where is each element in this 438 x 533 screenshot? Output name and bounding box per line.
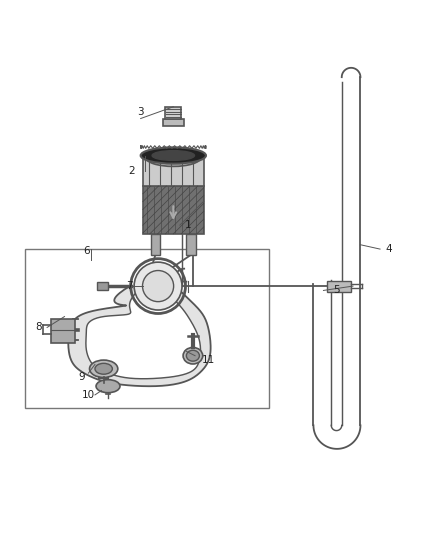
Text: 3: 3	[138, 107, 144, 117]
Ellipse shape	[95, 364, 113, 374]
Text: 11: 11	[201, 355, 215, 365]
Polygon shape	[68, 281, 211, 386]
Ellipse shape	[186, 350, 199, 361]
Ellipse shape	[152, 151, 194, 160]
Text: 2: 2	[129, 166, 135, 176]
Text: 8: 8	[35, 322, 42, 333]
Circle shape	[134, 262, 182, 310]
Bar	[51, 319, 75, 343]
Ellipse shape	[96, 379, 120, 393]
Ellipse shape	[89, 360, 118, 377]
Bar	[151, 234, 160, 255]
Text: 7: 7	[127, 281, 133, 291]
Text: 1: 1	[185, 220, 192, 230]
Text: 4: 4	[385, 244, 392, 254]
Bar	[143, 186, 204, 234]
Bar	[186, 234, 196, 255]
Ellipse shape	[146, 149, 201, 166]
Text: 5: 5	[333, 286, 340, 295]
Bar	[165, 107, 181, 119]
Circle shape	[142, 271, 173, 302]
Text: 10: 10	[82, 390, 95, 400]
Bar	[143, 158, 204, 186]
Text: 9: 9	[78, 373, 85, 383]
Bar	[25, 249, 269, 408]
Bar	[327, 281, 351, 292]
Bar	[163, 119, 184, 126]
Ellipse shape	[141, 147, 206, 164]
Text: 6: 6	[83, 246, 89, 256]
Bar	[97, 282, 108, 290]
Ellipse shape	[183, 348, 203, 364]
